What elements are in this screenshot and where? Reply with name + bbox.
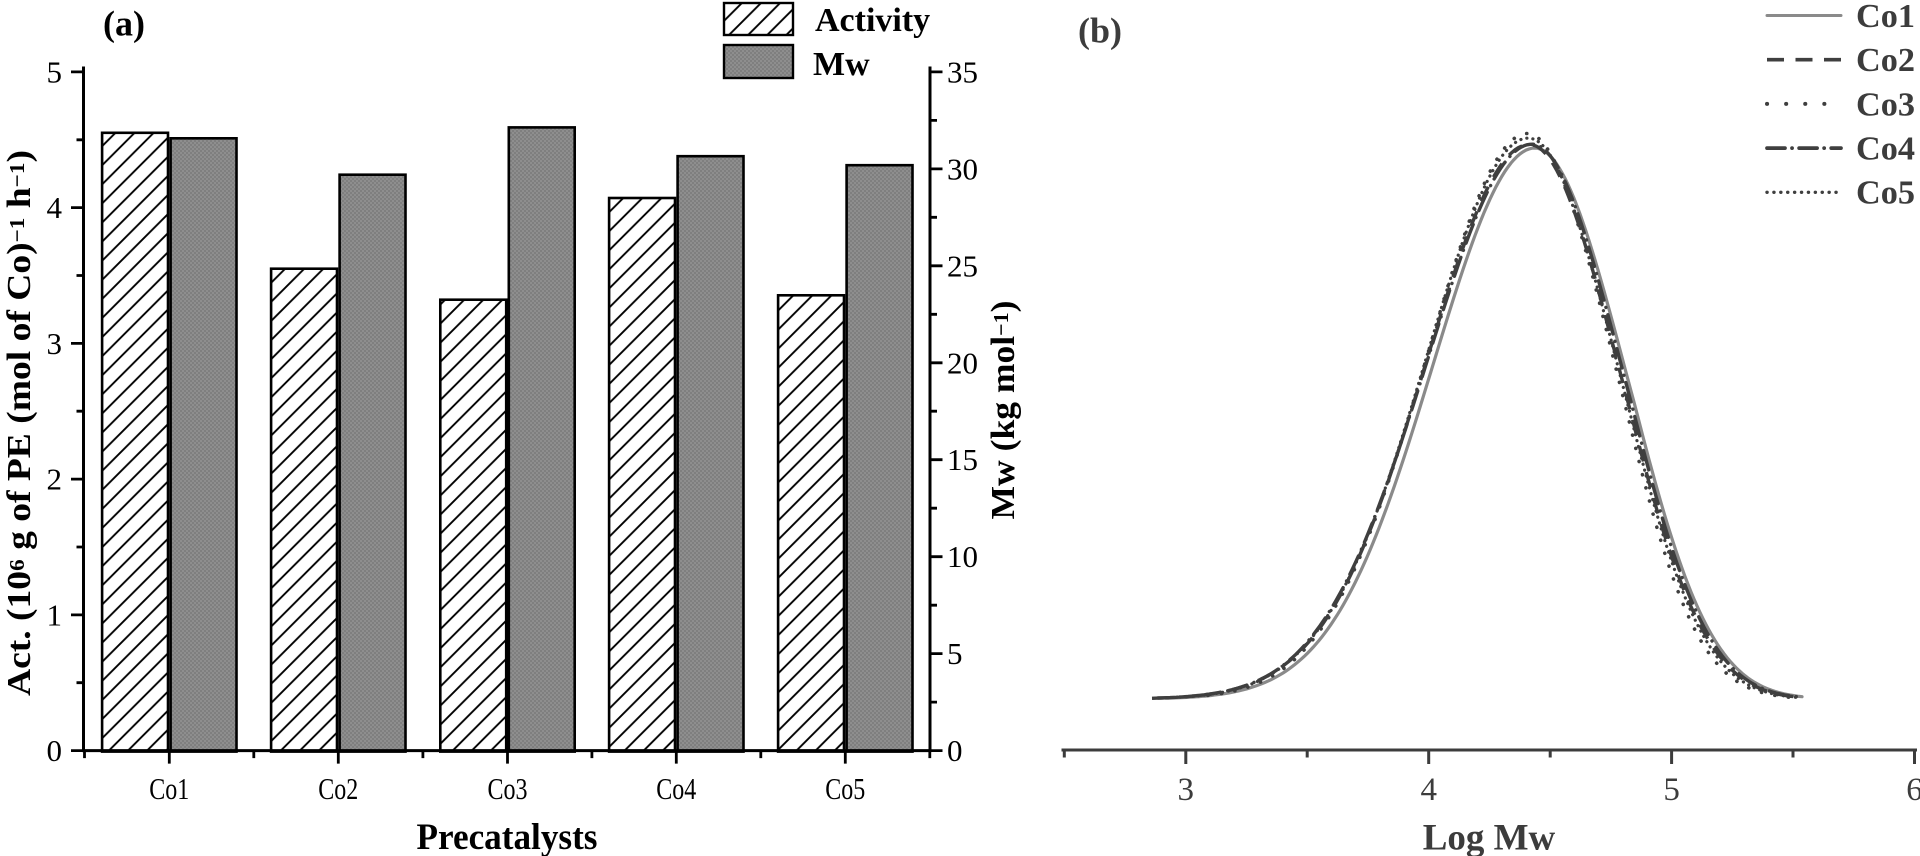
svg-text:Co5: Co5 (1856, 175, 1915, 212)
svg-text:Co2: Co2 (1856, 42, 1915, 79)
svg-text:3: 3 (47, 326, 63, 361)
svg-text:Co2: Co2 (318, 772, 358, 806)
svg-text:0: 0 (947, 733, 963, 768)
svg-text:Mw (kg mol−1): Mw (kg mol−1) (985, 301, 1022, 520)
svg-text:5: 5 (47, 54, 63, 89)
svg-text:Co1: Co1 (149, 772, 189, 806)
svg-text:3: 3 (1178, 772, 1195, 808)
svg-text:15: 15 (947, 442, 978, 477)
svg-text:Co5: Co5 (825, 772, 865, 806)
svg-text:10: 10 (947, 539, 978, 574)
svg-text:1: 1 (47, 597, 63, 632)
svg-text:35: 35 (947, 54, 978, 89)
svg-text:4: 4 (1420, 772, 1437, 808)
svg-text:(a): (a) (103, 4, 145, 44)
svg-text:2: 2 (47, 462, 63, 497)
svg-text:30: 30 (947, 151, 978, 186)
svg-text:5: 5 (1663, 772, 1680, 808)
svg-text:Activity: Activity (815, 2, 930, 39)
svg-text:Co4: Co4 (656, 772, 696, 806)
svg-text:(b): (b) (1078, 11, 1122, 51)
svg-text:5: 5 (947, 636, 963, 671)
svg-text:25: 25 (947, 248, 978, 283)
svg-text:6: 6 (1906, 772, 1920, 808)
svg-text:Mw: Mw (813, 46, 870, 83)
svg-text:20: 20 (947, 345, 978, 380)
svg-text:Precatalysts: Precatalysts (417, 817, 598, 856)
svg-text:Co3: Co3 (1856, 86, 1915, 123)
svg-text:Log Mw: Log Mw (1423, 818, 1556, 856)
svg-text:Co3: Co3 (488, 772, 528, 806)
svg-text:0: 0 (47, 733, 63, 768)
svg-text:Co1: Co1 (1856, 0, 1915, 35)
svg-text:4: 4 (47, 190, 63, 225)
svg-text:Co4: Co4 (1856, 131, 1915, 168)
